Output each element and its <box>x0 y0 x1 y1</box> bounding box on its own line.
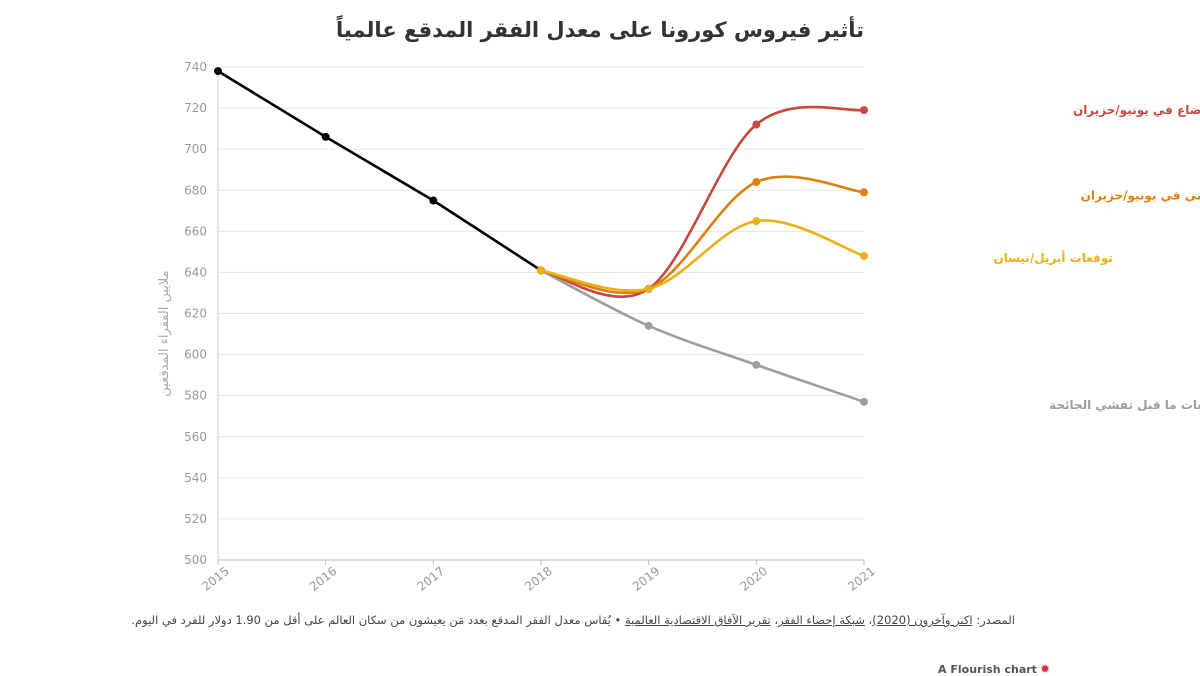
x-tick-label: 2016 <box>307 564 340 594</box>
y-tick-label: 520 <box>184 512 207 526</box>
y-tick-label: 580 <box>184 389 207 403</box>
flourish-credit-link[interactable]: A Flourish chart ✹ <box>938 662 1050 676</box>
data-point[interactable] <box>752 178 761 187</box>
data-point[interactable] <box>644 284 653 293</box>
flourish-star-icon: ✹ <box>1039 662 1050 676</box>
y-tick-label: 560 <box>184 430 207 444</box>
series-label: و تدهور الأوضاع في يونيو/حزيران <box>1073 102 1200 118</box>
y-tick-label: 540 <box>184 471 207 485</box>
footnote-separator: ، <box>770 613 779 627</box>
x-axis: 2015 2016 2017 2018 2019 2020 2021 <box>199 564 878 594</box>
series-lines <box>216 69 866 404</box>
y-tick-label: 500 <box>184 553 207 567</box>
data-point[interactable] <box>214 67 222 76</box>
y-tick-label: 700 <box>184 142 207 156</box>
data-point[interactable] <box>644 321 653 330</box>
chart-title: تأثير فيروس كورونا على معدل الفقر المدقع… <box>336 18 864 42</box>
y-tick-label: 620 <box>184 307 207 321</box>
source-footnote: المصدر: اكنر وآخرون (2020)، شبكة إحصاء ا… <box>131 613 1015 627</box>
y-tick-label: 640 <box>184 265 207 279</box>
series-line[interactable] <box>216 69 543 272</box>
flourish-credit-label: A Flourish chart <box>938 662 1037 676</box>
data-point[interactable] <box>752 360 761 369</box>
gridlines <box>217 66 865 565</box>
y-axis-label: ملايين الفقراء المدقعين <box>157 270 172 396</box>
y-tick-label: 600 <box>184 348 207 362</box>
source-link-gep[interactable]: تقرير الآفاق الاقتصادية العالمية <box>624 613 771 627</box>
y-tick-label: 680 <box>184 183 207 197</box>
footnote-separator: ، <box>864 613 873 627</box>
footnote-prefix: المصدر: <box>972 613 1015 627</box>
data-point[interactable] <box>860 397 868 406</box>
footnote-note: • يُقاس معدل الفقر المدقع بعدد مَن يعيشو… <box>131 613 625 627</box>
series-line[interactable] <box>539 175 866 295</box>
data-point[interactable] <box>752 217 761 226</box>
data-point[interactable] <box>860 188 868 197</box>
x-tick-label: 2015 <box>199 564 232 594</box>
series-line[interactable] <box>539 219 866 292</box>
series-line[interactable] <box>539 269 866 404</box>
data-point[interactable] <box>537 266 545 275</box>
x-tick-label: 2021 <box>845 564 878 594</box>
y-tick-label: 720 <box>184 101 207 115</box>
x-tick-label: 2020 <box>738 564 771 594</box>
x-tick-label: 2017 <box>415 564 448 594</box>
series-points <box>214 67 868 406</box>
source-link-ekner[interactable]: اكنر وآخرون (2020) <box>872 613 973 627</box>
series-line[interactable] <box>539 105 866 298</box>
x-tick-label: 2018 <box>522 564 555 594</box>
series-label: توقعات أبريل/نيسان <box>993 250 1112 266</box>
y-tick-label: 740 <box>184 60 207 74</box>
y-tick-label: 660 <box>184 224 207 238</box>
data-point[interactable] <box>321 132 330 141</box>
data-point[interactable] <box>860 106 868 115</box>
series-label: سيناريو الأساسي في يونيو/حزيران <box>1081 187 1200 203</box>
x-tick-label: 2019 <box>630 564 663 594</box>
y-axis: 500 520 540 560 580 600 620 640 660 680 700 720 740 <box>184 60 207 567</box>
source-link-povcalnet[interactable]: شبكة إحصاء الفقر <box>778 613 865 627</box>
series-label: توقعات ما قبل تفشي الجائحة <box>1049 398 1200 413</box>
series-labels: توقعات ما قبل تفشي الجائحة و تدهور الأوضا… <box>993 102 1200 413</box>
data-point[interactable] <box>860 251 868 260</box>
data-point[interactable] <box>752 120 761 129</box>
data-point[interactable] <box>429 196 438 205</box>
